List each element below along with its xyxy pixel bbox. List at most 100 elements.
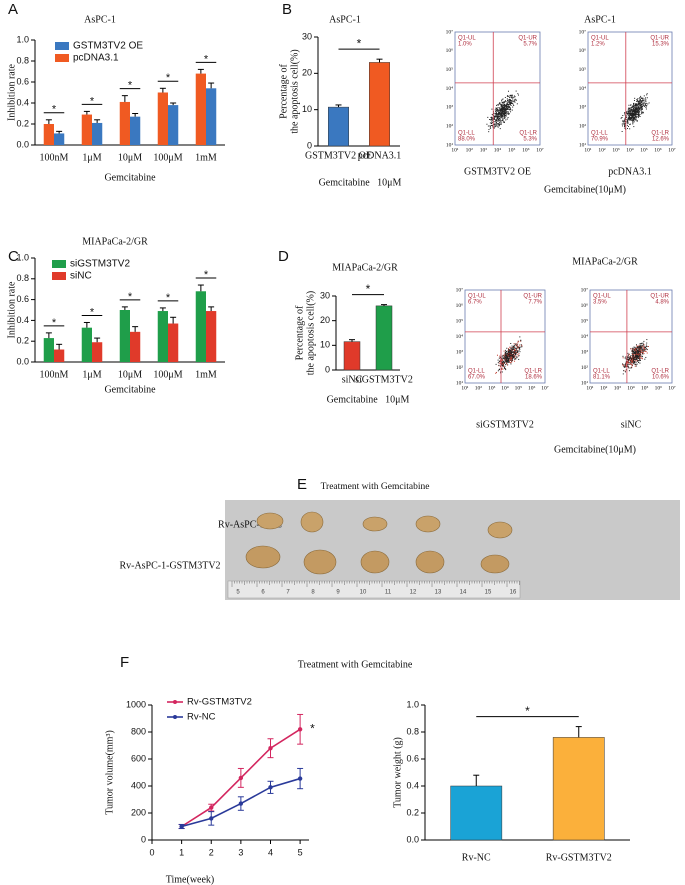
flow-event [627,122,629,124]
ruler-label: 7 [286,590,290,596]
flow-event [630,361,632,363]
flow-event [624,117,626,119]
flow-event [630,359,632,361]
flow-event [510,96,512,98]
bar [157,92,168,145]
flow-event [637,356,639,358]
flow-event [506,95,508,97]
flow-event [490,119,492,121]
flow-event [628,363,630,365]
flow-event [498,124,500,126]
flow-event [498,368,500,370]
bar [369,62,390,147]
bar [195,291,206,362]
flow-event [638,108,640,110]
flow-event [519,340,521,342]
x-axis-label: Gemcitabine [104,384,156,395]
y-axis-label: Inhibition rate [6,63,17,120]
y-tick-label: 0.0 [16,139,29,149]
flow-event [511,361,513,363]
flow-event [506,356,508,358]
bar [119,310,130,362]
flow-event [639,355,641,357]
flow-event [508,106,510,108]
significance-mark: * [128,80,133,92]
flow-event [638,103,640,105]
flow-event [500,111,502,113]
flow-event [645,344,647,346]
flow-event [632,123,634,125]
flow-event [511,109,513,111]
y-axis-label: Percentage of [294,305,305,360]
flow-event [621,130,623,132]
flow-event [627,357,629,359]
bar [81,327,92,362]
flow-event [635,114,637,116]
flow-event [629,108,631,110]
flow-event [634,347,636,349]
flow-event [498,117,500,119]
x-tick-label: GSTM3TV2 OE [305,150,372,161]
flow-event [510,101,512,103]
flow-event [624,120,626,122]
flow-event [642,353,644,355]
flow-event [633,356,635,358]
y-tick-label: 30 [320,290,330,300]
x-axis-label: Gemcitabine 10μM [327,394,410,405]
flow-event [641,104,643,106]
flow-event [505,108,507,110]
flow-event [636,106,638,108]
flow-event [646,97,648,99]
flow-event [507,103,509,105]
flow-event [512,354,514,356]
x-tick-label: 2 [209,847,214,857]
flow-event [636,120,638,122]
flow-event [630,109,632,111]
tumor [303,549,337,575]
flow-event [507,351,509,353]
flow-event [626,115,628,117]
flow-event [512,352,514,354]
flow-event [496,118,498,120]
flow-x-tick: 10⁵ [515,385,523,391]
flow-x-tick: 10⁴ [494,147,502,153]
chart-title: MIAPaCa-2/GR [82,236,148,247]
flow-event [504,352,506,354]
flow-event [502,114,504,116]
flow-event [632,355,634,357]
flow-event [512,346,514,348]
flow-event [491,119,493,121]
flow-event [510,102,512,104]
flow-event [626,113,628,115]
flow-event [506,353,508,355]
flow-event [627,362,629,364]
flow-event [639,108,641,110]
flow-event [504,117,506,119]
flow-frame [454,31,541,146]
flow-event [640,102,642,104]
flow-event [494,116,496,118]
flow-event [503,114,505,116]
significance-mark: * [52,317,57,329]
flow-event [622,121,624,123]
flow-event [516,343,518,345]
flow-event [639,353,641,355]
flow-event [636,357,638,359]
flow-event [633,115,635,117]
flow-event [521,345,523,347]
flow-event [634,103,636,105]
flow-event [632,119,634,121]
flow-event [501,107,503,109]
tumor [415,515,441,533]
flow-event [643,353,645,355]
flow-event [508,360,510,362]
flow-event [508,361,510,363]
ruler-label: 12 [410,590,417,596]
flow-event [638,358,640,360]
flow-event [638,351,640,353]
x-tick-label: 10μM [118,152,142,163]
flow-event [641,107,643,109]
flow-event [631,358,633,360]
flow-event [500,121,502,123]
flow-event [495,372,497,374]
